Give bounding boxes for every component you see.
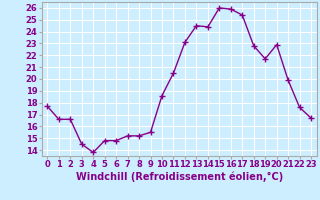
X-axis label: Windchill (Refroidissement éolien,°C): Windchill (Refroidissement éolien,°C) xyxy=(76,172,283,182)
